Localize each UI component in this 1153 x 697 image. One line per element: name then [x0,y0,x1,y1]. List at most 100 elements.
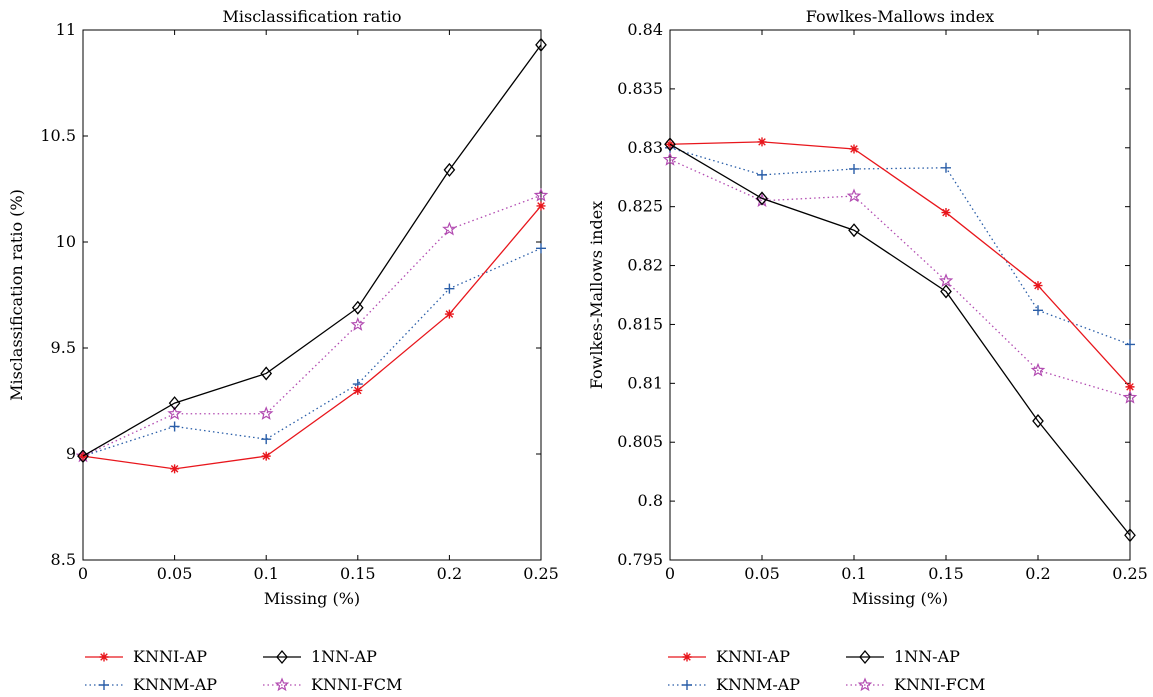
chart-1-legend-item-knnm-ap: KNNM-AP [85,675,217,694]
chart-2-legend-marker [682,652,692,662]
chart-2-point-knni-ap [849,144,859,154]
chart-2-legend-item-knni-ap: KNNI-AP [668,647,790,666]
chart-2-series-knni-fcm [662,151,1138,404]
chart-1-legend-label: KNNI-AP [133,647,207,666]
chart-2-series-1nn-ap [664,137,1136,543]
chart-2-x-tick-label: 0.05 [744,564,780,583]
chart-2-y-tick-label: 0.81 [627,373,663,392]
chart-2-series-line-knni-ap [669,141,1131,388]
chart-2-legend-item-knnm-ap: KNNM-AP [668,675,800,694]
chart-1-point-knnm-ap [261,434,272,445]
chart-1-title: Misclassification ratio [223,7,402,26]
chart-1-x-tick-label: 0.05 [157,564,193,583]
chart-2-point-1nn-ap [940,284,952,299]
chart-2-point-knni-fcm [938,273,954,288]
chart-2-y-tick-label: 0.84 [627,20,663,39]
chart-1-point-knni-ap [536,201,546,211]
chart-1-legend-item-knni-ap: KNNI-AP [85,647,207,666]
chart-1-point-knni-ap [444,309,454,319]
chart-2-series-line-knni-fcm [669,158,1131,399]
chart-1-series-line-knnm-ap [82,247,542,457]
chart-1-y-tick-label: 10.5 [40,126,76,145]
chart-2-x-tick-label: 0.1 [841,564,866,583]
chart-1-series-line-knni-fcm [82,194,542,457]
chart-2-legend-label: KNNI-AP [716,647,790,666]
chart-2-series-knnm-ap [665,142,1135,350]
chart-2-series-line-1nn-ap [669,143,1131,536]
chart-1-point-1nn-ap [77,449,89,464]
chart-1-x-tick-label: 0.1 [253,564,278,583]
chart-2-point-knnm-ap [1033,305,1043,316]
chart-2-legend-item-1nn-ap: 1NN-AP [846,647,960,666]
chart-2-legend-item-knni-fcm: KNNI-FCM [846,675,985,694]
chart-1-point-1nn-ap [351,300,364,315]
chart-1-series-line-knni-ap [82,205,542,470]
chart-1-series-knnm-ap [78,243,546,462]
chart-2-y-tick-label: 0.795 [617,550,663,569]
chart-1-point-knni-fcm [533,187,549,202]
chart-2-x-tick-label: 0 [665,564,675,583]
chart-1-point-knni-ap [353,385,363,395]
chart-1-point-knnm-ap [536,243,546,254]
chart-1-plot-frame [82,29,542,561]
chart-2-title: Fowlkes-Mallows index [806,7,994,26]
chart-1-point-1nn-ap [260,366,273,381]
chart-2-point-1nn-ap [1124,528,1136,543]
chart-1-point-knnm-ap [169,421,180,432]
chart-1-legend-label: 1NN-AP [311,647,377,666]
chart-1-legend-marker [274,677,290,692]
chart-1-point-1nn-ap [168,396,181,411]
chart-1-legend-item-knni-fcm: KNNI-FCM [263,675,402,694]
chart-1-series-1nn-ap [77,37,547,464]
chart-2-y-tick-label: 0.83 [627,138,663,157]
chart-1-y-tick-label: 9.5 [51,338,76,357]
chart-2-series-line-knnm-ap [669,147,1131,346]
chart-2-y-tick-label: 0.825 [617,197,663,216]
chart-1-legend-item-1nn-ap: 1NN-AP [263,647,377,666]
chart-2-y-tick-label: 0.805 [617,432,663,451]
chart-2-point-1nn-ap [1032,414,1044,429]
chart-1-point-1nn-ap [535,37,547,52]
chart-1-legend-label: KNNI-FCM [311,675,402,694]
chart-1-x-tick-label: 0.15 [340,564,376,583]
chart-2-point-knni-ap [1033,281,1043,291]
chart-1-y-tick-label: 8.5 [51,550,76,569]
chart-1-legend-marker [99,680,109,690]
chart-2-legend-marker [857,677,873,692]
chart-1-x-tick-label: 0 [78,564,88,583]
chart-2-y-tick-label: 0.82 [627,256,663,275]
chart-2-x-tick-label: 0.15 [928,564,964,583]
chart-1: Misclassification ratio 0 0.05 0.1 0.15 0.2 0.… [7,7,559,694]
chart-2-legend-label: KNNM-AP [716,675,800,694]
chart-2-legend-label: 1NN-AP [894,647,960,666]
chart-1-point-1nn-ap [443,162,456,177]
chart-1-y-tick-label: 9 [66,444,76,463]
chart-1-series-knni-fcm [75,187,549,463]
chart-1-point-knni-fcm [350,317,366,331]
chart-2-y-tick-label: 0.8 [638,491,663,510]
chart-1-point-knni-ap [261,451,271,461]
chart-2-y-tick-label: 0.815 [617,314,663,333]
chart-2-x-axis-label: Missing (%) [852,589,948,608]
chart-1-point-knnm-ap [444,283,455,294]
chart-1-x-tick-label: 0.25 [523,564,559,583]
chart-2-point-knnm-ap [941,162,951,173]
chart-2-point-knni-ap [1125,382,1135,392]
chart-2-point-knnm-ap [757,169,767,180]
chart-2-legend-marker [859,649,871,665]
chart-1-y-tick-label: 10 [56,232,76,251]
chart-1-point-knni-fcm [442,221,457,236]
chart-2-point-knni-fcm [1122,389,1138,404]
chart-2-point-knni-fcm [662,151,678,166]
chart-1-legend-marker [276,649,288,665]
chart-1-x-tick-label: 0.2 [437,564,462,583]
chart-1-x-axis-label: Missing (%) [264,589,360,608]
chart-2-series-knni-ap [665,137,1135,392]
chart-2-point-1nn-ap [664,137,676,152]
chart-2-point-1nn-ap [848,223,860,238]
chart-1-point-knni-fcm [258,406,274,420]
chart-1-point-knni-fcm [167,406,182,420]
chart-2-x-tick-label: 0.2 [1025,564,1050,583]
chart-2-y-axis-label: Fowlkes-Mallows index [587,201,606,389]
